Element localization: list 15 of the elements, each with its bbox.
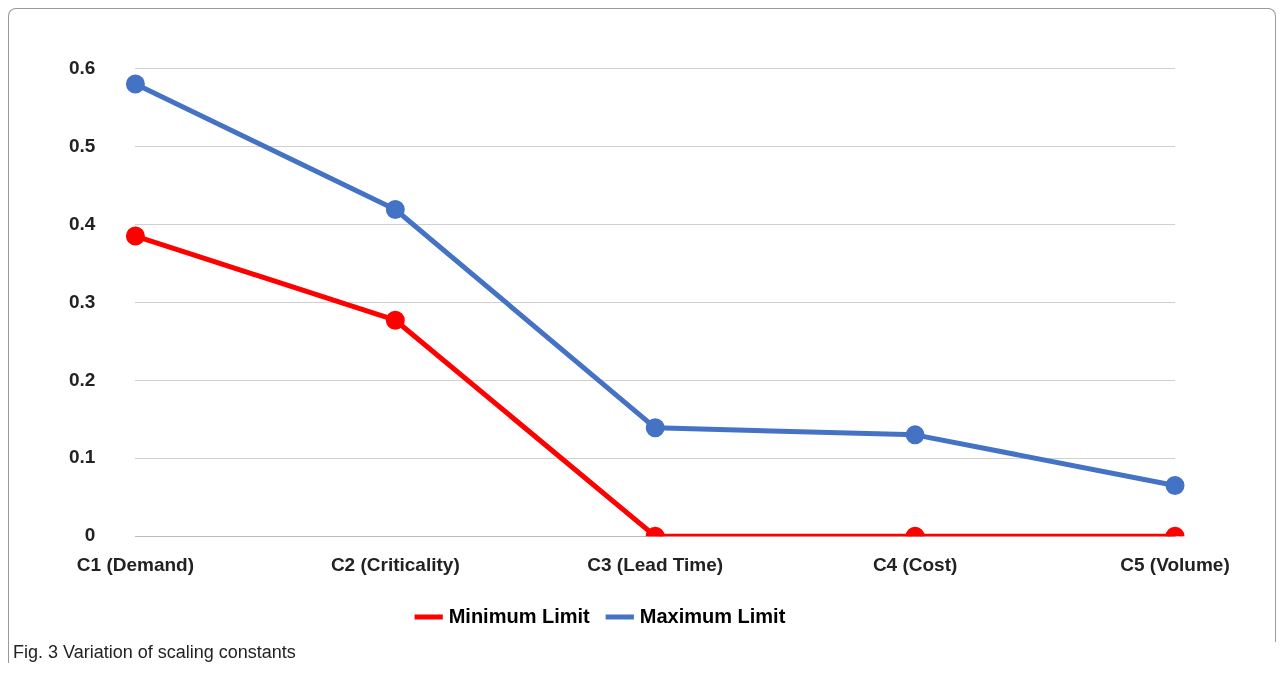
legend-label: Maximum Limit	[639, 604, 786, 627]
y-tick-label: 0.6	[68, 56, 96, 78]
y-tick-label: 0.1	[68, 446, 96, 468]
y-tick-label: 0.4	[68, 212, 96, 234]
x-tick-label: C4 (Cost)	[872, 553, 958, 575]
legend-label: Minimum Limit	[448, 604, 591, 627]
x-tick-label: C3 (Lead Time)	[587, 553, 724, 575]
x-tick-label: C5 (Volume)	[1120, 553, 1230, 575]
y-tick-label: 0.2	[68, 368, 96, 390]
caption: Fig. 3 Variation of scaling constants	[8, 642, 1276, 663]
y-tick-label: 0	[84, 524, 96, 546]
y-tick-label: 0.5	[68, 134, 96, 156]
x-tick-label: C1 (Demand)	[76, 553, 195, 575]
y-tick-label: 0.3	[68, 290, 96, 312]
x-tick-label: C2 (Criticality)	[330, 553, 460, 575]
